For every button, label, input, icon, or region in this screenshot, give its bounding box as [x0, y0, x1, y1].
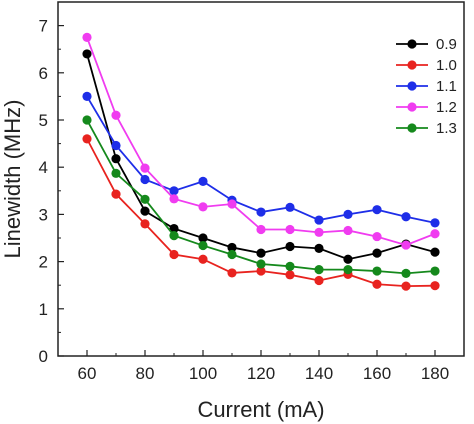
data-point-0.9 — [343, 254, 353, 264]
data-point-1.2 — [401, 240, 411, 250]
data-point-1.2 — [372, 231, 382, 242]
legend-label: 1.3 — [436, 120, 457, 137]
y-tick-label: 2 — [39, 253, 48, 272]
x-axis-title: Current (mA) — [197, 397, 324, 422]
data-point-1.1 — [285, 202, 295, 212]
data-point-1.1 — [198, 176, 208, 186]
series-layer — [82, 32, 440, 291]
legend-label: 1.1 — [436, 78, 457, 95]
y-tick-label: 4 — [39, 158, 48, 177]
plot-frame — [57, 1, 465, 357]
y-tick-label: 6 — [39, 64, 48, 83]
data-point-1.0 — [111, 189, 121, 199]
data-point-1.1 — [430, 218, 440, 228]
y-tick-label: 3 — [39, 205, 48, 224]
data-point-1.0 — [169, 249, 179, 260]
data-point-1.3 — [343, 265, 353, 275]
data-point-0.9 — [140, 206, 150, 216]
legend-marker — [407, 81, 417, 91]
data-point-1.1 — [314, 215, 324, 225]
legend-marker — [407, 60, 417, 70]
x-tick-label: 100 — [189, 364, 217, 383]
data-point-1.2 — [169, 194, 179, 204]
data-point-1.2 — [285, 224, 295, 235]
data-point-1.0 — [227, 268, 237, 278]
data-point-0.9 — [111, 154, 121, 164]
data-point-1.2 — [343, 225, 353, 236]
data-point-1.2 — [227, 199, 237, 209]
data-point-1.0 — [314, 275, 324, 286]
data-point-1.1 — [401, 212, 411, 222]
data-point-1.2 — [198, 202, 208, 212]
axis-ticks: 60 80 100 120 140 160 180 0 1 2 3 4 5 6 7 — [39, 17, 450, 383]
data-point-1.2 — [82, 32, 92, 43]
legend: 0.9 1.0 1.1 1.2 1.3 — [396, 36, 457, 137]
series-line-1.1 — [86, 95, 436, 224]
data-point-1.3 — [401, 268, 411, 278]
data-point-1.0 — [401, 281, 411, 291]
data-point-1.3 — [169, 231, 179, 241]
x-tick-label: 80 — [136, 364, 155, 383]
y-tick-label: 0 — [39, 347, 48, 366]
x-tick-label: 180 — [421, 364, 449, 383]
data-point-1.3 — [285, 261, 295, 271]
legend-marker — [407, 123, 417, 133]
data-point-1.3 — [256, 259, 266, 269]
data-point-1.1 — [343, 209, 353, 219]
data-point-1.3 — [82, 115, 92, 125]
data-point-1.3 — [198, 240, 208, 251]
data-point-0.9 — [372, 248, 382, 258]
data-point-0.9 — [227, 242, 237, 253]
data-point-1.3 — [111, 168, 121, 178]
data-point-1.1 — [169, 186, 179, 196]
data-point-1.3 — [314, 265, 324, 275]
legend-marker — [407, 102, 417, 112]
x-tick-label: 120 — [247, 364, 275, 383]
data-point-1.3 — [372, 266, 382, 276]
data-point-1.0 — [198, 254, 208, 264]
data-point-1.2 — [314, 227, 324, 237]
data-point-0.9 — [256, 248, 266, 258]
data-point-1.0 — [140, 219, 150, 229]
data-point-1.1 — [82, 91, 92, 101]
x-tick-label: 60 — [78, 364, 97, 383]
data-point-1.3 — [430, 266, 440, 276]
x-tick-label: 160 — [363, 364, 391, 383]
y-tick-label: 7 — [39, 17, 48, 36]
data-point-1.2 — [256, 224, 266, 235]
data-point-0.9 — [82, 49, 92, 59]
data-point-1.1 — [140, 174, 150, 185]
data-point-0.9 — [314, 243, 324, 253]
data-point-1.1 — [256, 207, 266, 217]
legend-marker — [407, 39, 417, 49]
data-point-1.0 — [372, 279, 382, 289]
data-point-0.9 — [430, 247, 440, 257]
data-point-1.2 — [430, 229, 440, 239]
legend-label: 1.0 — [436, 57, 457, 74]
data-point-0.9 — [169, 223, 179, 234]
data-point-1.2 — [111, 110, 121, 120]
x-tick-label: 140 — [305, 364, 333, 383]
data-point-1.1 — [372, 205, 382, 215]
data-point-1.0 — [285, 270, 295, 280]
data-point-0.9 — [285, 241, 295, 252]
y-axis-title: Linewidth (MHz) — [0, 100, 25, 259]
y-tick-label: 1 — [39, 300, 48, 319]
legend-label: 1.2 — [436, 99, 457, 116]
data-point-1.0 — [82, 134, 92, 144]
data-point-1.3 — [227, 249, 237, 260]
data-point-1.3 — [140, 194, 150, 204]
data-point-1.0 — [430, 281, 440, 291]
data-point-1.2 — [140, 163, 150, 173]
data-point-0.9 — [198, 233, 208, 243]
data-point-1.0 — [256, 266, 266, 276]
y-tick-label: 5 — [39, 111, 48, 130]
data-point-1.1 — [111, 140, 121, 151]
legend-label: 0.9 — [436, 36, 457, 53]
